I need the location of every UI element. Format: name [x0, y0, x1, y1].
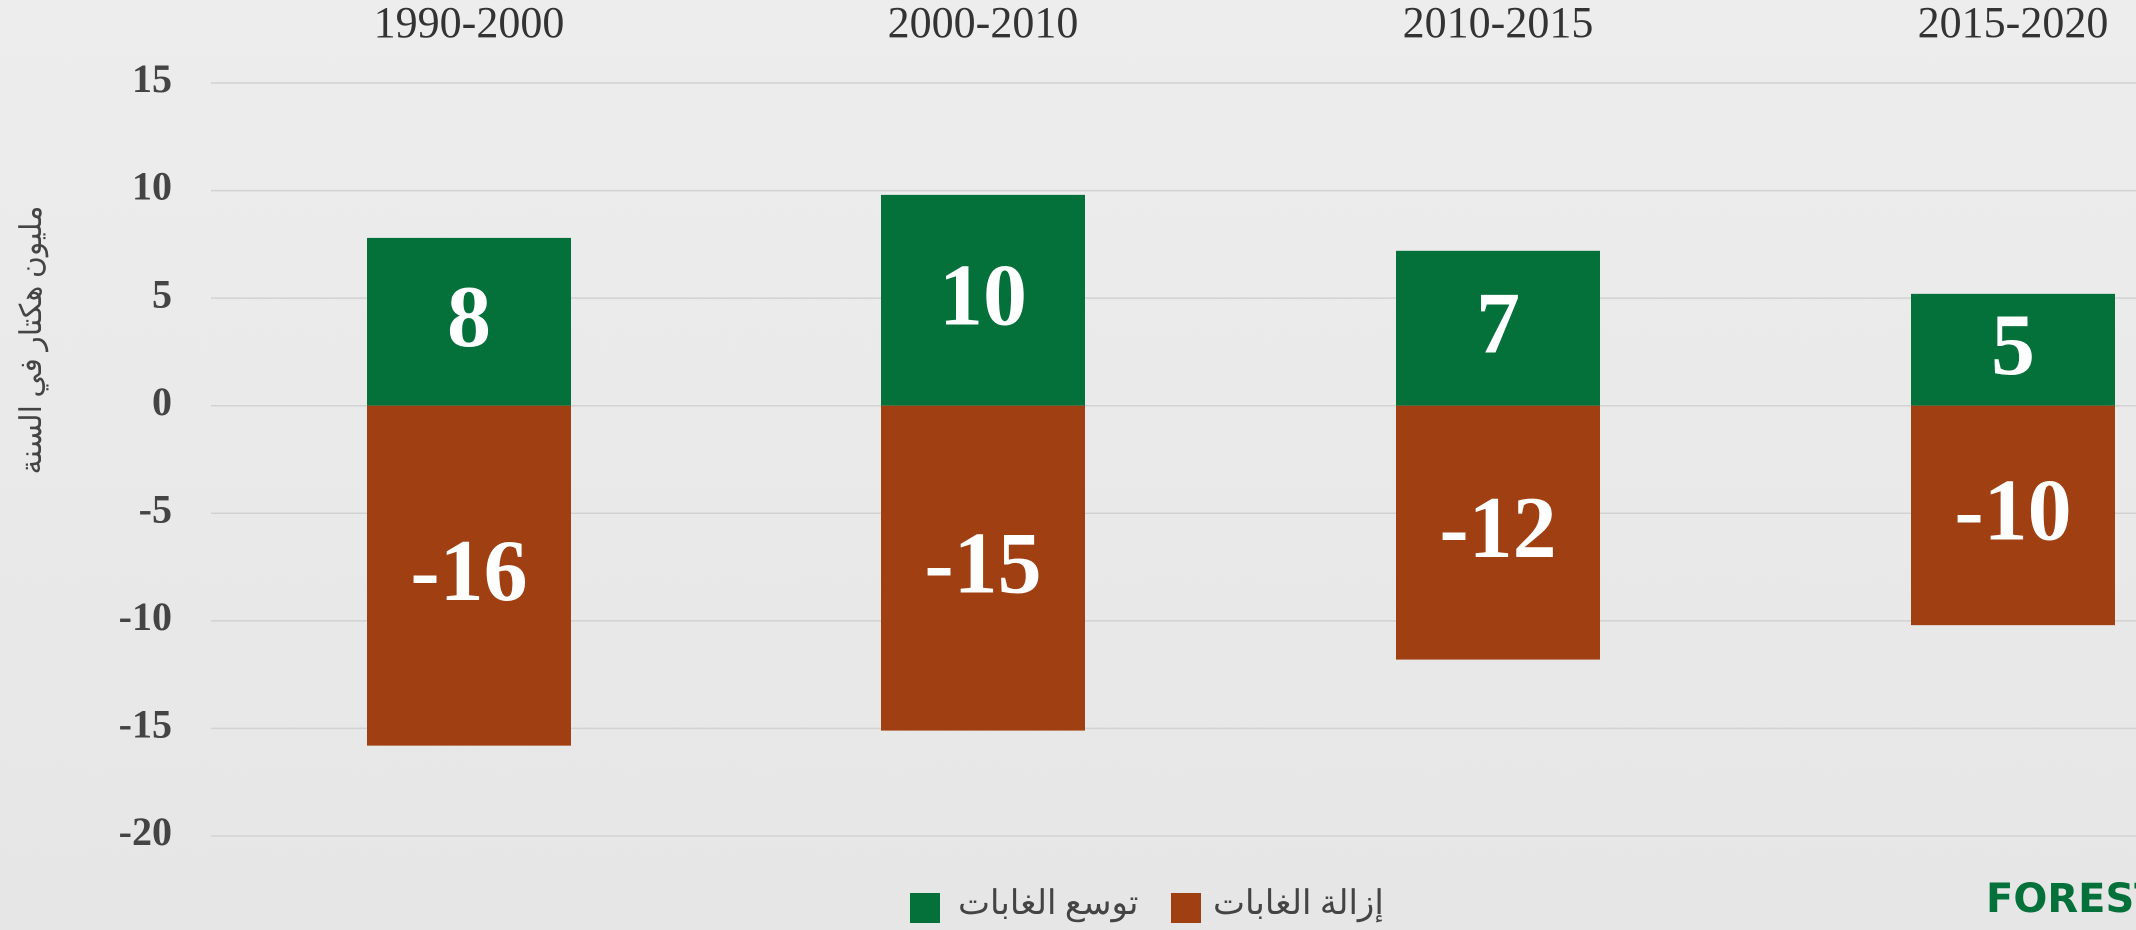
legend-label: توسع الغابات	[958, 885, 1139, 923]
legend-label: إزالة الغابات	[1213, 885, 1384, 923]
y-axis-label: مليون هكتار في السنة	[15, 206, 49, 475]
data-label: 7	[1476, 275, 1520, 372]
y-tick-label: -10	[119, 594, 172, 639]
y-tick-label: -15	[119, 702, 172, 747]
bar	[1911, 293, 2115, 406]
bar	[881, 194, 1085, 406]
legend-swatch	[910, 893, 940, 923]
y-tick-label: 15	[132, 56, 172, 101]
legend-swatch	[1171, 893, 1201, 923]
y-tick-label: -5	[139, 486, 172, 531]
x-tick-label: 2015-2020	[1918, 0, 2109, 47]
y-tick-label: 10	[132, 164, 172, 209]
data-label: -16	[410, 523, 527, 620]
data-label: 10	[939, 247, 1027, 344]
bar	[1396, 405, 1600, 660]
x-tick-label: 1990-2000	[374, 0, 565, 47]
y-tick-label: 5	[152, 271, 172, 316]
bar	[367, 405, 571, 746]
x-tick-label: 2010-2015	[1403, 0, 1594, 47]
data-label: -12	[1439, 480, 1556, 577]
data-label: -15	[924, 515, 1041, 612]
bar	[367, 237, 571, 406]
bar	[881, 405, 1085, 731]
y-tick-label: 0	[152, 379, 172, 424]
bar	[1911, 405, 2115, 626]
bar	[1396, 250, 1600, 406]
logo: FORESTS,	[1986, 876, 2136, 922]
x-tick-label: 2000-2010	[888, 0, 1079, 47]
data-label: 5	[1991, 297, 2035, 394]
data-label: -10	[1954, 463, 2071, 560]
data-label: 8	[447, 269, 491, 366]
y-tick-label: -20	[119, 809, 172, 854]
